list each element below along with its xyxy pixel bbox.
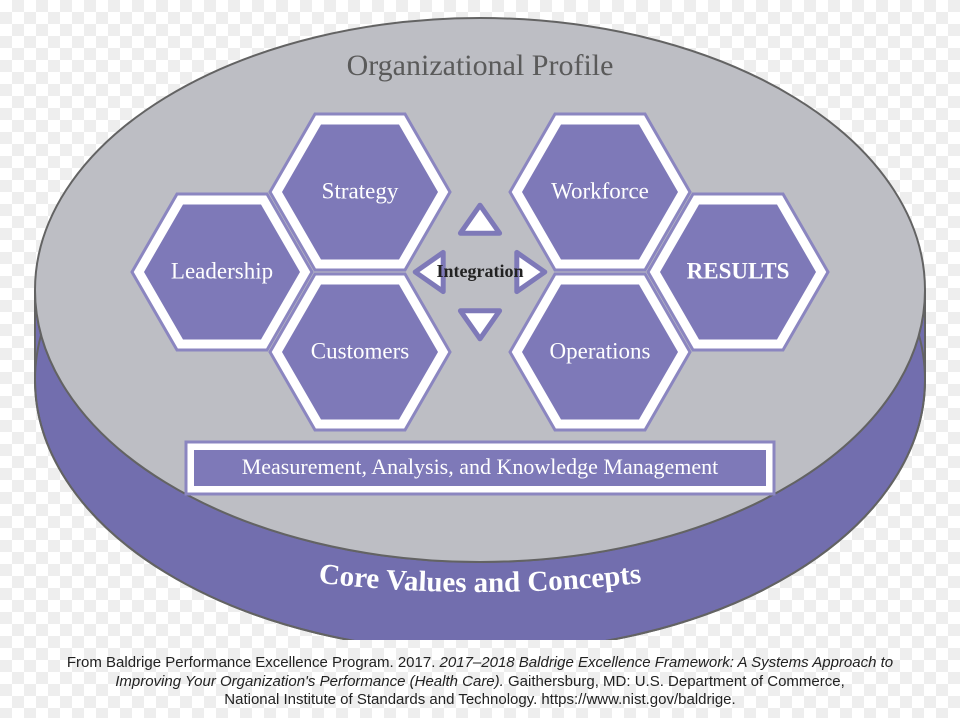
citation-l3: National Institute of Standards and Tech…	[224, 691, 735, 708]
citation-l2a: Improving Your Organization's Performanc…	[115, 673, 508, 690]
citation-l1a: From Baldrige Performance Excellence Pro…	[67, 654, 440, 671]
measurement-bar: Measurement, Analysis, and Knowledge Man…	[186, 442, 774, 494]
diagram-stage: Organizational Profile Leadership Strateg…	[0, 0, 960, 718]
hexagon-leadership-label: Leadership	[171, 258, 273, 283]
hexagon-operations-label: Operations	[550, 338, 651, 363]
bar-label: Measurement, Analysis, and Knowledge Man…	[242, 454, 719, 479]
title-text: Organizational Profile	[347, 49, 614, 82]
citation-l1b: 2017–2018 Baldrige Excellence Framework:…	[440, 654, 894, 671]
hexagon-strategy-label: Strategy	[322, 178, 399, 203]
integration-label: Integration	[437, 261, 524, 281]
hexagon-customers-label: Customers	[311, 338, 409, 363]
hexagon-results-label: RESULTS	[687, 258, 790, 283]
hexagon-workforce-label: Workforce	[551, 178, 649, 203]
citation-l2b: Gaithersburg, MD: U.S. Department of Com…	[508, 673, 845, 690]
diagram-svg: Organizational Profile Leadership Strateg…	[0, 0, 960, 640]
citation: From Baldrige Performance Excellence Pro…	[0, 654, 960, 710]
